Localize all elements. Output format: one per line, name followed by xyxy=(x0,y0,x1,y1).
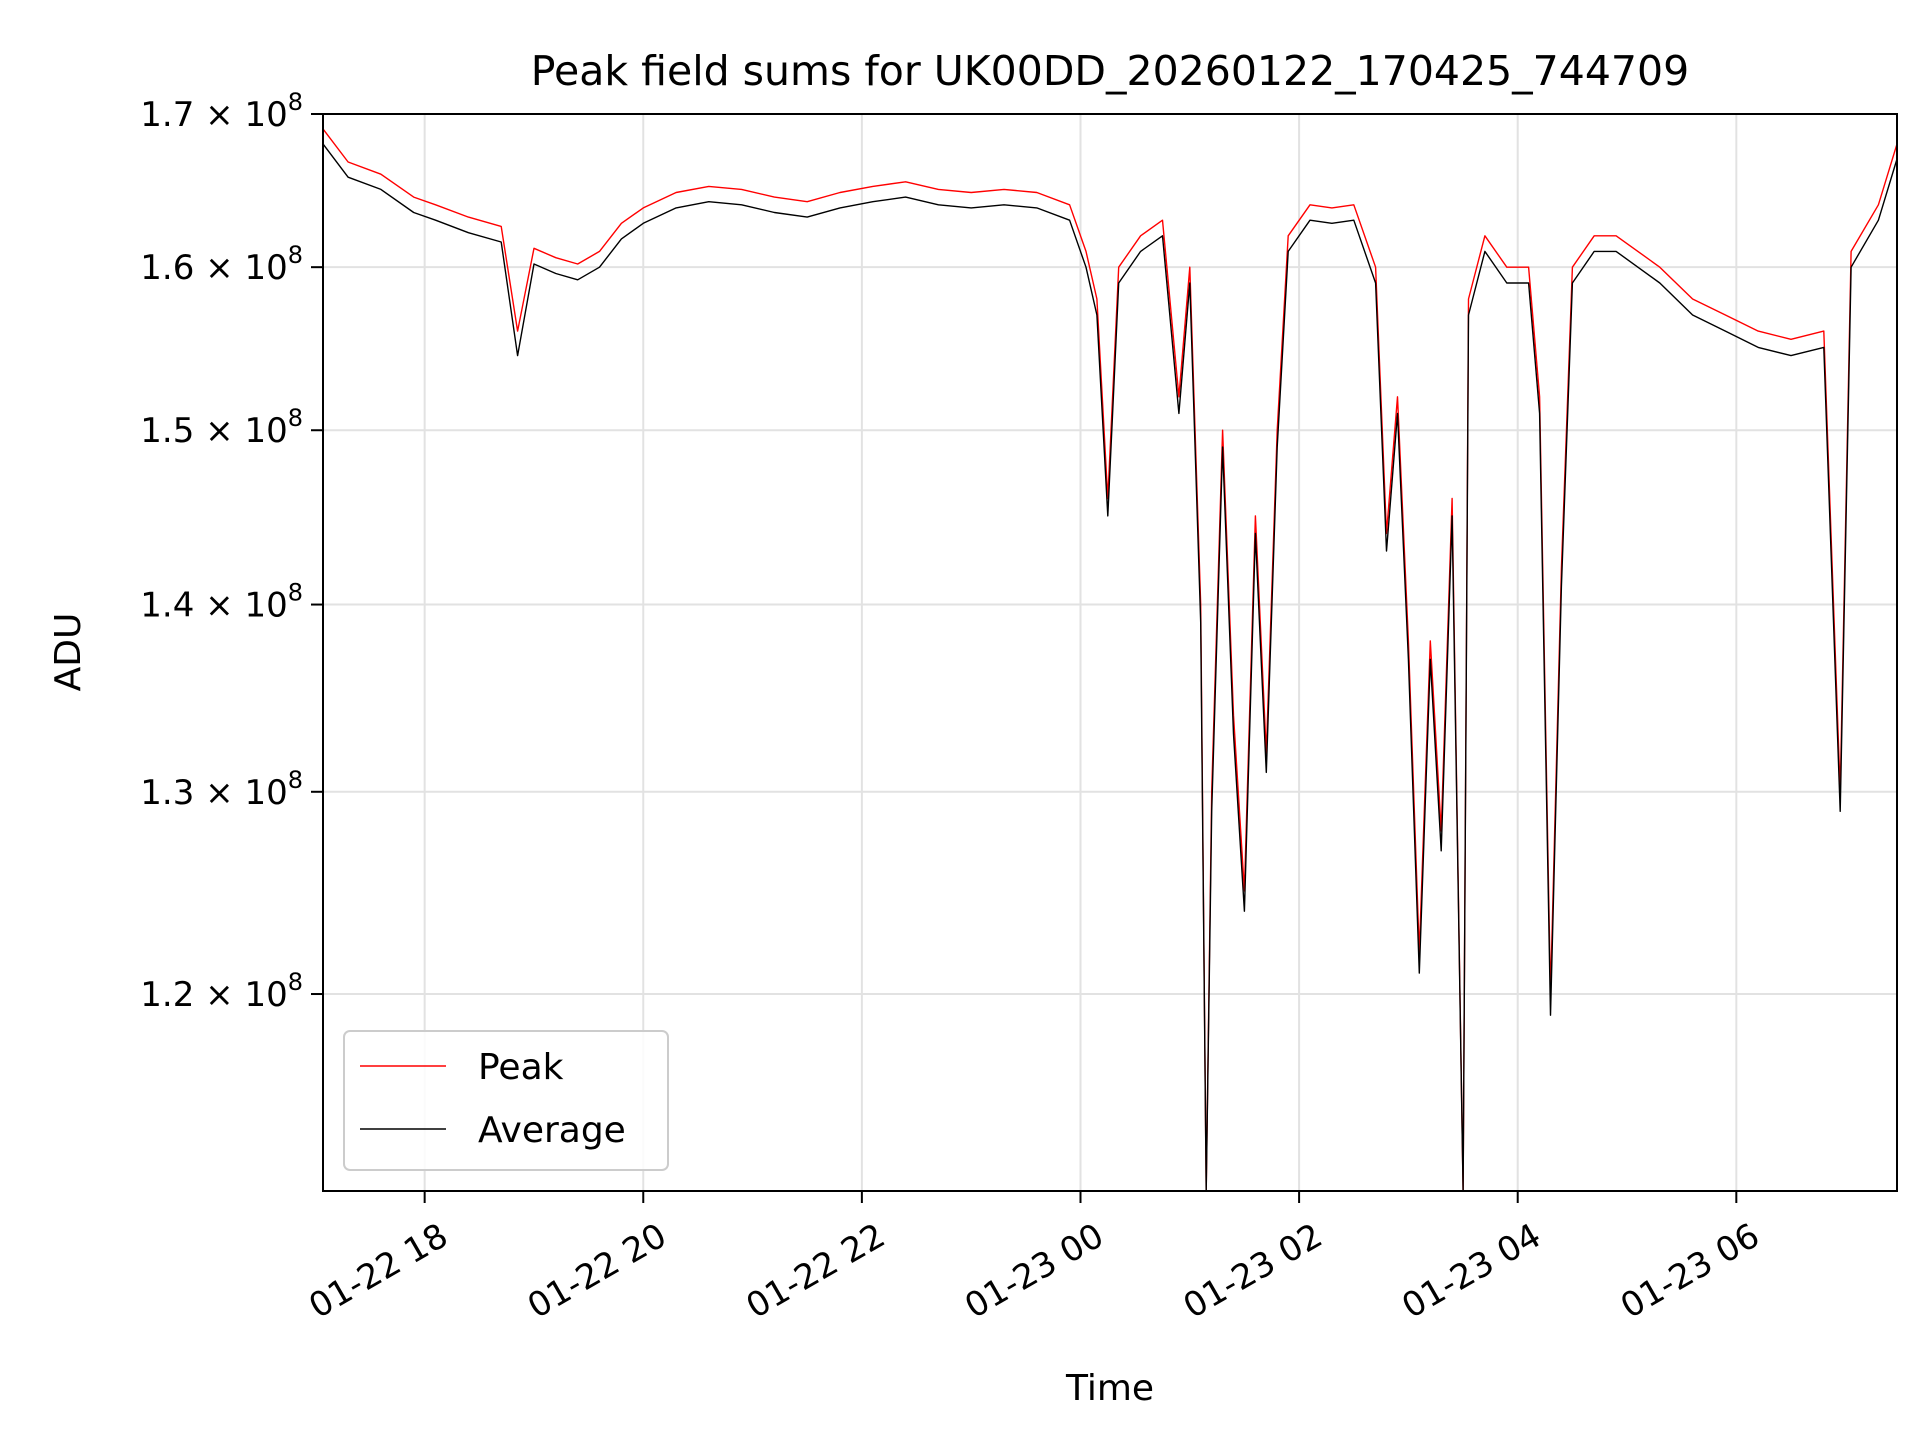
y-tick-exponent: 8 xyxy=(288,968,303,996)
plot-series xyxy=(322,128,1898,1192)
y-tick-label: 1.5 × 108 xyxy=(140,404,303,451)
y-tick-mantissa: 1.2 xyxy=(140,975,194,1015)
y-tick-times: × 10 xyxy=(194,95,287,135)
y-tick-exponent: 8 xyxy=(288,404,303,432)
y-tick-mantissa: 1.3 xyxy=(140,773,194,813)
y-tick-times: × 10 xyxy=(194,411,287,451)
x-tick-label: 01-23 04 xyxy=(1395,1216,1547,1327)
x-axis-label: Time xyxy=(1065,1368,1154,1409)
y-tick-mantissa: 1.5 xyxy=(140,411,194,451)
plot-frame xyxy=(322,113,1898,1192)
y-tick-times: × 10 xyxy=(194,773,287,813)
y-tick-mantissa: 1.4 xyxy=(140,586,194,626)
x-tick-label: 01-23 02 xyxy=(1177,1216,1329,1327)
y-tick-label: 1.4 × 108 xyxy=(140,579,303,626)
y-tick-label: 1.7 × 108 xyxy=(140,88,303,135)
legend-peak-label: Peak xyxy=(478,1047,564,1088)
y-tick-mantissa: 1.7 xyxy=(140,95,194,135)
y-tick-label: 1.2 × 108 xyxy=(140,968,303,1015)
y-tick-exponent: 8 xyxy=(288,579,303,607)
y-tick-times: × 10 xyxy=(194,975,287,1015)
x-tick-label: 01-22 18 xyxy=(302,1216,454,1327)
x-axis-ticks: 01-22 18 01-22 20 01-22 22 01-23 00 01-23 02… xyxy=(302,1191,1766,1327)
y-tick-exponent: 8 xyxy=(288,88,303,116)
y-tick-mantissa: 1.6 xyxy=(140,248,194,288)
y-axis-label: ADU xyxy=(48,613,89,692)
grid-lines xyxy=(323,113,1897,1191)
legend-average-label: Average xyxy=(478,1110,626,1151)
y-tick-label: 1.6 × 108 xyxy=(140,241,303,288)
legend: Peak Average xyxy=(343,1030,669,1171)
y-tick-label: 1.3 × 108 xyxy=(140,766,303,813)
y-tick-exponent: 8 xyxy=(288,241,303,269)
y-tick-times: × 10 xyxy=(194,586,287,626)
y-tick-times: × 10 xyxy=(194,248,287,288)
x-tick-label: 01-22 20 xyxy=(521,1216,673,1327)
series-line-average xyxy=(322,143,1898,1192)
x-tick-label: 01-23 06 xyxy=(1614,1216,1766,1327)
x-tick-label: 01-22 22 xyxy=(740,1216,892,1327)
y-tick-exponent: 8 xyxy=(288,766,303,794)
x-tick-label: 01-23 00 xyxy=(958,1216,1110,1327)
chart-title: Peak field sums for UK00DD_20260122_1704… xyxy=(531,47,1689,95)
